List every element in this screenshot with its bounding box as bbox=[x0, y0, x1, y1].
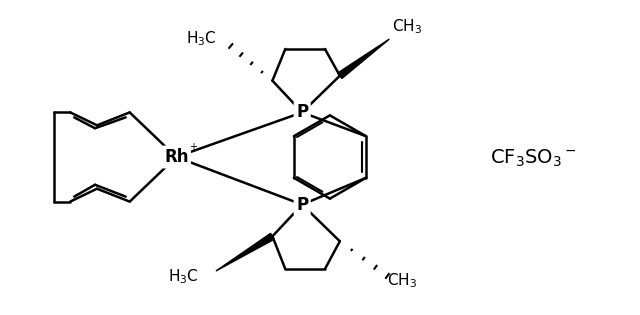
Text: $^+$: $^+$ bbox=[187, 142, 198, 156]
Text: CH$_3$: CH$_3$ bbox=[392, 17, 422, 36]
Text: P: P bbox=[296, 103, 308, 121]
Polygon shape bbox=[338, 39, 389, 78]
Polygon shape bbox=[216, 233, 274, 271]
Text: Rh: Rh bbox=[164, 148, 189, 166]
Text: H$_3$C: H$_3$C bbox=[168, 267, 198, 286]
Text: H$_3$C: H$_3$C bbox=[186, 30, 216, 49]
Text: CF$_3$SO$_3$$^-$: CF$_3$SO$_3$$^-$ bbox=[490, 147, 576, 169]
Text: P: P bbox=[296, 196, 308, 214]
Text: CH$_3$: CH$_3$ bbox=[387, 272, 417, 290]
